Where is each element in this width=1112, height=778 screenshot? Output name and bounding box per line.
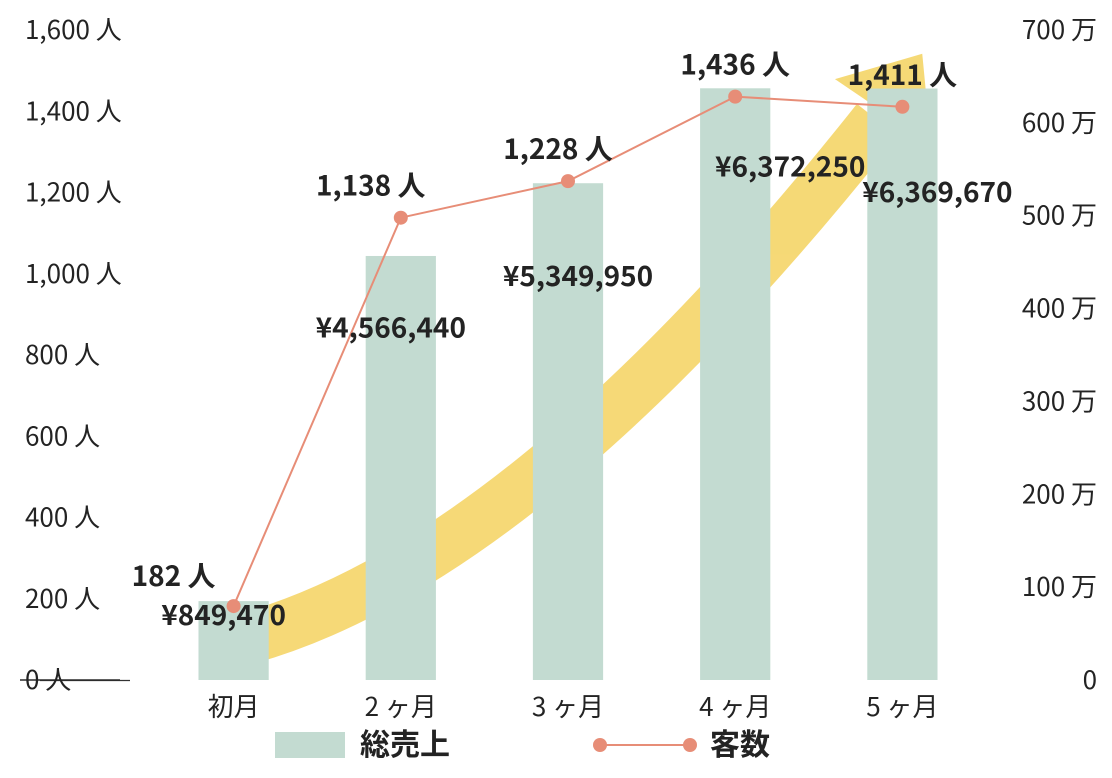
right-axis-tick-label: 100 万: [1022, 567, 1097, 604]
x-axis-label: 2 ヶ月: [365, 687, 437, 724]
legend-swatch-bar: [275, 732, 345, 758]
line-value-label: 1,138 人: [316, 165, 426, 205]
left-axis-tick-label: 1,000 人: [25, 254, 122, 291]
line-marker: [895, 100, 909, 114]
x-axis-label: 初月: [208, 687, 260, 724]
left-axis-tick-label: 200 人: [25, 579, 100, 616]
line-value-label: 1,228 人: [503, 128, 613, 168]
right-axis-tick-label: 300 万: [1022, 381, 1097, 418]
left-axis-tick-label: 400 人: [25, 498, 100, 535]
bar-value-label: ¥4,566,440: [316, 307, 466, 347]
right-axis-tick-label: 600 万: [1022, 103, 1097, 140]
bar-value-label: ¥6,372,250: [715, 146, 865, 186]
right-axis-tick-label: 200 万: [1022, 474, 1097, 511]
right-axis-tick-label: 500 万: [1022, 196, 1097, 233]
left-axis-tick-label: 600 人: [25, 416, 100, 453]
bar-value-label: ¥5,349,950: [503, 255, 653, 295]
bar-value-label: ¥6,369,670: [862, 171, 1012, 211]
left-axis: 0 人 200 人 400 人 600 人 800 人 1,000 人 1,200 人 1,4…: [25, 10, 122, 697]
legend: 総売上 客数: [275, 720, 770, 764]
x-axis-label: 4 ヶ月: [699, 687, 771, 724]
legend-label-bar: 総売上: [360, 720, 450, 764]
line-value-label: 1,436 人: [680, 44, 790, 84]
left-axis-tick-label: 1,600 人: [25, 10, 122, 47]
line-marker: [394, 211, 408, 225]
x-axis-label: 5 ヶ月: [866, 687, 938, 724]
x-axis: 初月 2 ヶ月 3 ヶ月 4 ヶ月 5 ヶ月: [208, 687, 939, 724]
right-axis-tick-label: 700 万: [1022, 10, 1097, 47]
right-axis-tick-label: 400 万: [1022, 289, 1097, 326]
line-value-label: 1,411 人: [848, 54, 958, 94]
line-marker: [728, 90, 742, 104]
legend-marker: [593, 738, 607, 752]
left-axis-tick-label: 800 人: [25, 335, 100, 372]
legend-label-line: 客数: [710, 720, 770, 764]
right-axis: 0 100 万 200 万 300 万 400 万 500 万 600 万 700 万: [1022, 10, 1097, 697]
left-axis-tick-label: 0 人: [25, 660, 71, 697]
left-axis-tick-label: 1,200 人: [25, 173, 122, 210]
right-axis-tick-label: 0: [1083, 660, 1097, 697]
x-axis-label: 3 ヶ月: [532, 687, 604, 724]
legend-marker: [683, 738, 697, 752]
left-axis-tick-label: 1,400 人: [25, 91, 122, 128]
bar-value-label: ¥849,470: [161, 594, 286, 634]
revenue-customers-chart: 0 人 200 人 400 人 600 人 800 人 1,000 人 1,200 人 1,4…: [0, 0, 1112, 778]
line-value-label: 182 人: [132, 555, 216, 595]
line-marker: [561, 174, 575, 188]
